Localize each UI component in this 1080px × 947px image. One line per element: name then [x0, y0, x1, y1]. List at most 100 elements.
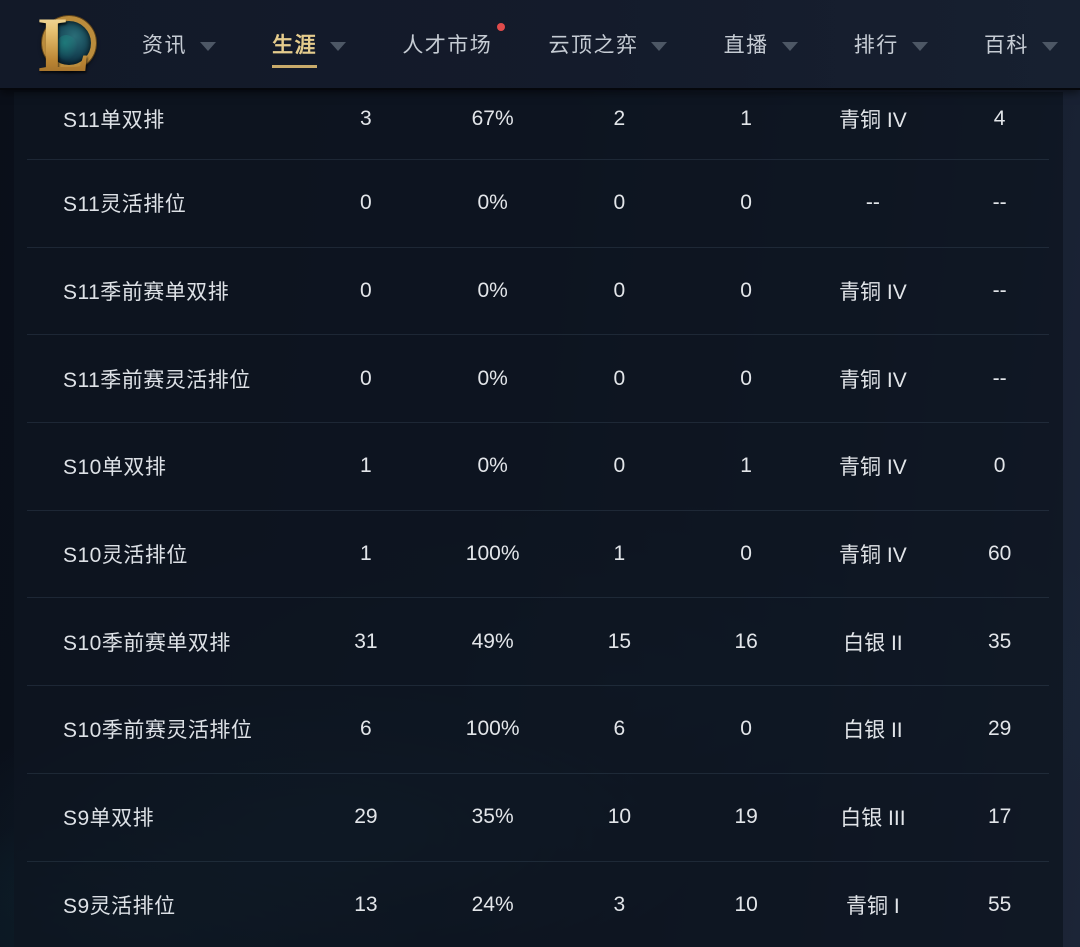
- points-cell: 35: [987, 629, 1012, 653]
- table-row: S10季前赛单双排 31 49% 15 16 白银 II 35: [14, 598, 1063, 685]
- season-label: S9灵活排位: [63, 894, 176, 918]
- table-row: S10单双排 1 0% 0 1 青铜 IV 0: [14, 423, 1063, 510]
- row-divider: [27, 597, 1049, 599]
- table-row: S10灵活排位 1 100% 1 0 青铜 IV 60: [14, 511, 1063, 598]
- row-divider: [27, 860, 1049, 862]
- rank-cell: 白银 II: [843, 719, 903, 743]
- wins-cell: 2: [613, 106, 626, 130]
- notification-dot-icon: [497, 23, 506, 31]
- chevron-down-icon: [1041, 42, 1058, 51]
- points-cell: 17: [987, 805, 1012, 829]
- win-rate-cell: 0%: [477, 454, 508, 478]
- points-cell: 29: [987, 717, 1012, 741]
- top-navigation-bar: L 资讯 生涯 人才市场 云顶之弈 直播 排行 百科: [0, 0, 1080, 90]
- season-label: S11季前赛灵活排位: [63, 368, 251, 392]
- wins-cell: 0: [613, 366, 626, 390]
- losses-cell: 1: [740, 454, 752, 478]
- win-rate-cell: 0%: [477, 191, 508, 215]
- rank-cell: 青铜 IV: [839, 456, 907, 480]
- table-row: S10季前赛灵活排位 6 100% 6 0 白银 II 29: [14, 686, 1063, 773]
- season-label: S11单双排: [63, 108, 165, 132]
- games-cell: 29: [354, 805, 378, 829]
- points-cell: 55: [987, 892, 1012, 916]
- rank-cell: 青铜 IV: [839, 368, 907, 392]
- table-row: S11季前赛单双排 0 0% 0 0 青铜 IV --: [14, 248, 1063, 335]
- losses-cell: 1: [740, 106, 752, 130]
- rank-cell: 白银 II: [843, 631, 903, 655]
- row-divider: [27, 246, 1049, 248]
- points-cell: --: [992, 279, 1007, 303]
- rank-cell: 青铜 IV: [839, 281, 907, 305]
- row-divider: [27, 772, 1049, 774]
- logo-letter: L: [38, 1, 91, 88]
- nav-item-live[interactable]: 直播: [724, 23, 798, 65]
- chevron-down-icon: [651, 42, 668, 51]
- losses-cell: 0: [740, 366, 752, 390]
- win-rate-cell: 67%: [471, 106, 514, 130]
- rank-cell: --: [865, 191, 880, 215]
- row-divider: [27, 159, 1049, 160]
- win-rate-cell: 100%: [465, 717, 520, 741]
- losses-cell: 19: [734, 805, 758, 829]
- wins-cell: 0: [613, 279, 626, 303]
- losses-cell: 10: [734, 892, 758, 916]
- games-cell: 0: [360, 279, 372, 303]
- rank-cell: 青铜 I: [846, 894, 900, 918]
- win-rate-cell: 0%: [477, 279, 508, 303]
- losses-cell: 0: [740, 279, 752, 303]
- season-label: S10单双排: [63, 456, 167, 480]
- nav-item-rankings[interactable]: 排行: [854, 23, 928, 65]
- chevron-down-icon: [911, 42, 928, 51]
- win-rate-cell: 49%: [471, 629, 514, 653]
- losses-cell: 0: [740, 191, 752, 215]
- rank-cell: 青铜 IV: [839, 108, 907, 132]
- games-cell: 6: [360, 717, 372, 741]
- table-row: S11单双排 3 67% 2 1 青铜 IV 4: [14, 92, 1063, 159]
- season-label: S11灵活排位: [63, 193, 187, 217]
- points-cell: --: [992, 366, 1007, 390]
- row-divider: [27, 509, 1049, 511]
- wins-cell: 0: [613, 191, 626, 215]
- wins-cell: 0: [613, 454, 626, 478]
- games-cell: 1: [360, 542, 372, 566]
- games-cell: 1: [360, 454, 372, 478]
- rank-cell: 白银 III: [840, 807, 906, 831]
- season-stats-table: S11单双排 3 67% 2 1 青铜 IV 4 S11灵活排位 0 0% 0 …: [14, 92, 1063, 947]
- win-rate-cell: 0%: [477, 366, 508, 390]
- points-cell: 0: [993, 454, 1006, 478]
- win-rate-cell: 24%: [471, 892, 514, 916]
- logo-ring-icon: [42, 16, 96, 70]
- games-cell: 0: [360, 191, 372, 215]
- losses-cell: 0: [740, 542, 752, 566]
- points-cell: 4: [993, 106, 1006, 130]
- season-label: S11季前赛单双排: [63, 281, 230, 305]
- nav-item-tft[interactable]: 云顶之弈: [548, 23, 668, 65]
- rank-cell: 青铜 IV: [839, 544, 907, 568]
- nav-item-news[interactable]: 资讯: [142, 23, 216, 65]
- nav-item-talent-market[interactable]: 人才市场: [402, 23, 506, 65]
- wins-cell: 6: [613, 717, 626, 741]
- nav-item-career[interactable]: 生涯: [272, 23, 347, 68]
- table-row: S11季前赛灵活排位 0 0% 0 0 青铜 IV --: [14, 335, 1063, 422]
- table-row: S9灵活排位 13 24% 3 10 青铜 I 55: [14, 862, 1063, 947]
- win-rate-cell: 100%: [465, 542, 520, 566]
- wins-cell: 15: [607, 629, 632, 653]
- row-divider: [27, 685, 1049, 687]
- win-rate-cell: 35%: [471, 805, 514, 829]
- wins-cell: 3: [613, 892, 626, 916]
- season-label: S10季前赛灵活排位: [63, 719, 253, 743]
- losses-cell: 16: [734, 629, 758, 653]
- league-of-legends-logo[interactable]: L: [14, 3, 114, 87]
- row-divider: [27, 422, 1049, 424]
- nav-items: 资讯 生涯 人才市场 云顶之弈 直播 排行 百科: [142, 0, 1080, 88]
- table-row: S11灵活排位 0 0% 0 0 -- --: [14, 160, 1063, 247]
- chevron-down-icon: [781, 42, 798, 51]
- row-divider: [27, 334, 1049, 336]
- wins-cell: 10: [607, 805, 632, 829]
- chevron-down-icon: [200, 42, 216, 51]
- season-label: S9单双排: [63, 807, 155, 831]
- season-label: S10季前赛单双排: [63, 631, 231, 655]
- points-cell: 60: [987, 542, 1012, 566]
- games-cell: 3: [360, 106, 372, 130]
- nav-item-wiki[interactable]: 百科: [984, 23, 1058, 65]
